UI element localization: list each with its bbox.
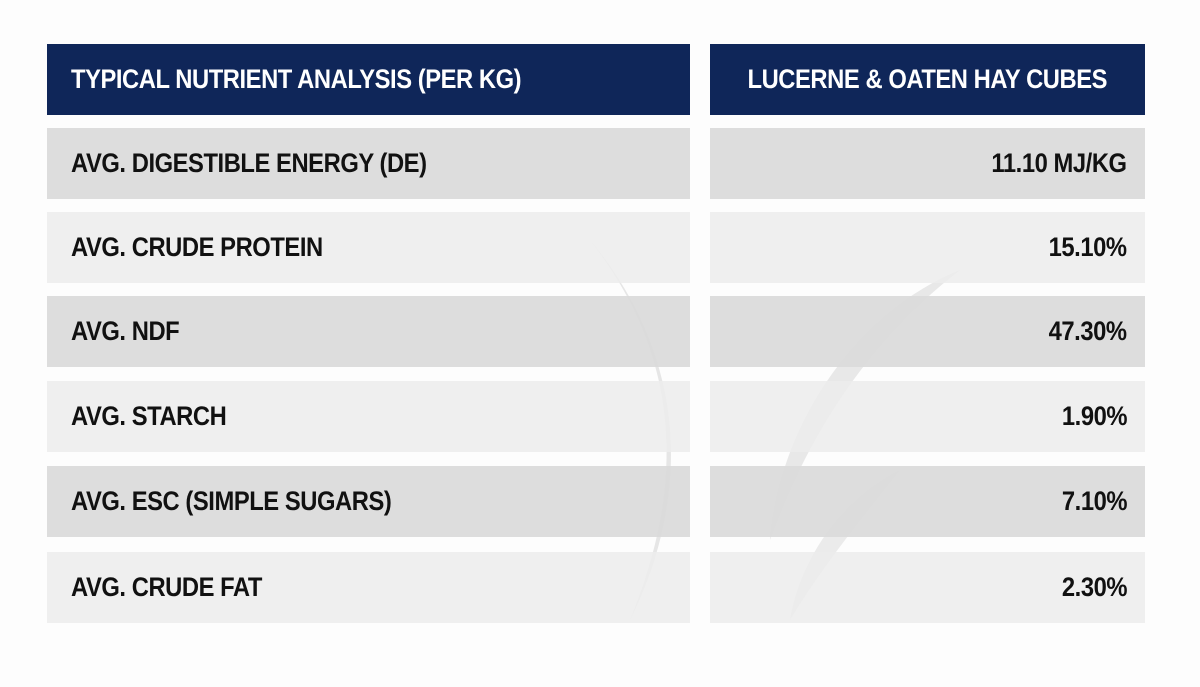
nutrient-value: 11.10 MJ/KG bbox=[991, 148, 1128, 178]
table-cell: AVG. NDF bbox=[47, 296, 690, 367]
table-cell: 47.30% bbox=[710, 296, 1145, 367]
nutrient-value: 2.30% bbox=[1061, 572, 1128, 602]
nutrient-label: AVG. DIGESTIBLE ENERGY (DE) bbox=[71, 148, 427, 178]
table-cell: AVG. CRUDE PROTEIN bbox=[47, 212, 690, 283]
header-cell: TYPICAL NUTRIENT ANALYSIS (PER KG) bbox=[47, 44, 690, 115]
nutrient-value: 1.90% bbox=[1061, 401, 1128, 431]
table-cell: 2.30% bbox=[710, 552, 1145, 623]
table-cell: 11.10 MJ/KG bbox=[710, 128, 1145, 199]
header-text: LUCERNE & OATEN HAY CUBES bbox=[747, 64, 1108, 94]
nutrient-label: AVG. STARCH bbox=[71, 401, 227, 431]
nutrient-value: 15.10% bbox=[1049, 232, 1127, 262]
header-text: TYPICAL NUTRIENT ANALYSIS (PER KG) bbox=[71, 64, 522, 94]
nutrient-value: 7.10% bbox=[1061, 486, 1128, 516]
table-cell: AVG. CRUDE FAT bbox=[47, 552, 690, 623]
table-cell: AVG. ESC (SIMPLE SUGARS) bbox=[47, 466, 690, 537]
table-cell: 15.10% bbox=[710, 212, 1145, 283]
table-cell: 1.90% bbox=[710, 381, 1145, 452]
nutrient-label: AVG. CRUDE PROTEIN bbox=[71, 232, 323, 262]
header-cell: LUCERNE & OATEN HAY CUBES bbox=[710, 44, 1145, 115]
nutrient-label: AVG. CRUDE FAT bbox=[71, 572, 262, 602]
nutrient-label: AVG. ESC (SIMPLE SUGARS) bbox=[71, 486, 392, 516]
nutrient-label: AVG. NDF bbox=[71, 316, 180, 346]
table-cell: 7.10% bbox=[710, 466, 1145, 537]
nutrient-value: 47.30% bbox=[1049, 316, 1127, 346]
table-cell: AVG. STARCH bbox=[47, 381, 690, 452]
table-cell: AVG. DIGESTIBLE ENERGY (DE) bbox=[47, 128, 690, 199]
